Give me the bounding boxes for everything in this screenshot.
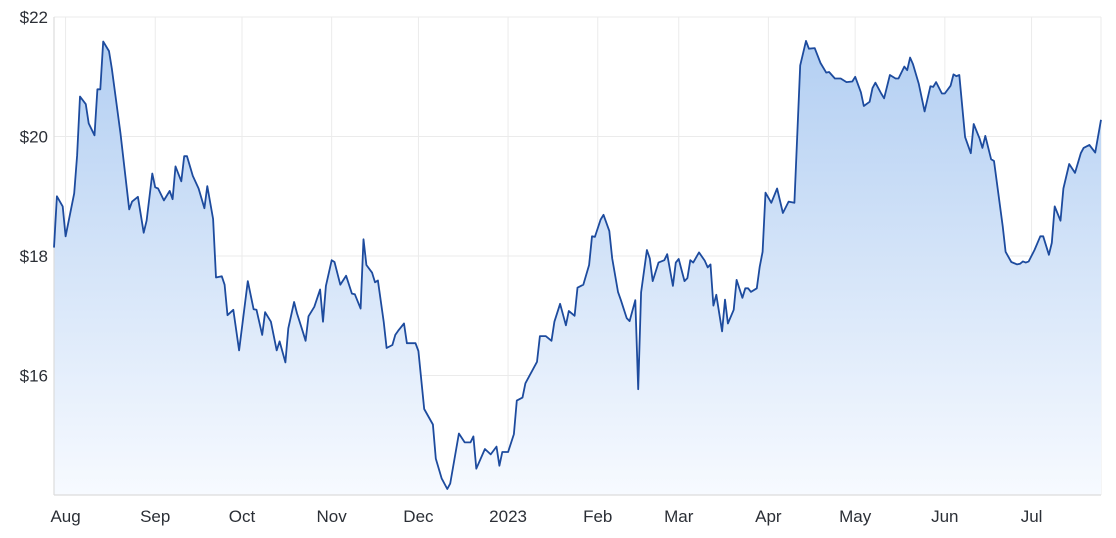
x-tick-label: Feb: [583, 507, 612, 526]
x-axis-tick-labels: Aug Sep Oct Nov Dec 2023 Feb Mar Apr May Jun Jul: [50, 507, 1042, 526]
x-tick-label: Mar: [664, 507, 694, 526]
axes: [53, 17, 1101, 496]
y-axis-tick-labels: $16 $18 $20 $22: [20, 8, 48, 386]
x-tick-label: Sep: [140, 507, 170, 526]
x-tick-label: Jul: [1021, 507, 1043, 526]
x-tick-label: Nov: [317, 507, 348, 526]
x-tick-label: Apr: [755, 507, 782, 526]
x-tick-label: Oct: [229, 507, 256, 526]
x-tick-label: 2023: [489, 507, 527, 526]
x-tick-label: Dec: [403, 507, 434, 526]
price-line: [53, 40, 1102, 490]
price-area-fill: [54, 40, 1101, 496]
y-tick-label: $22: [20, 8, 48, 27]
y-tick-label: $18: [20, 247, 48, 266]
x-tick-label: Jun: [931, 507, 958, 526]
y-tick-label: $16: [20, 367, 48, 386]
x-tick-label: Aug: [50, 507, 80, 526]
y-tick-label: $20: [20, 128, 48, 147]
x-tick-label: May: [839, 507, 872, 526]
